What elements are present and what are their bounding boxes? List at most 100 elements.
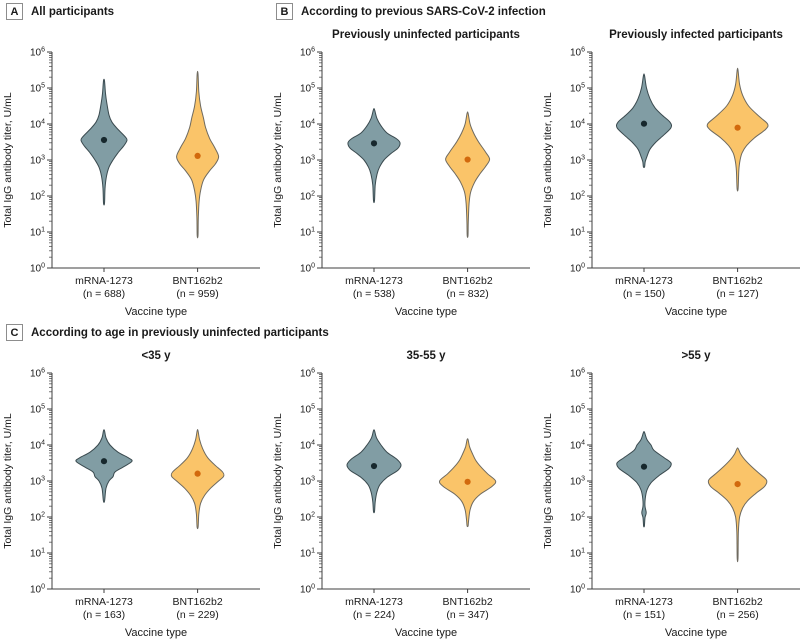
y-tick-label: 104 [300,440,315,452]
median-dot-bnt162b2 [194,470,201,477]
y-tick-label: 102 [30,191,45,203]
y-tick-label: 106 [570,47,585,59]
panel-letter-a: A [6,3,23,20]
panel-b-header: B According to previous SARS-CoV-2 infec… [276,3,546,20]
y-tick-label: 103 [300,155,315,167]
x-category-label: mRNA-1273 [75,275,133,287]
y-tick-label: 102 [300,191,315,203]
y-tick-label: 104 [30,119,45,131]
y-tick-label: 105 [570,83,585,95]
y-tick-label: 101 [570,548,585,560]
y-tick-label: 105 [300,83,315,95]
panel-a: A All participants 100 101 102 103 104 105 106… [0,0,270,320]
panel-c-over55: >55 y 100 101 102 103 104 105 106 Total IgG anti… [540,321,810,641]
x-axis-title: Vaccine type [395,627,457,639]
x-category-n-label: (n = 163) [83,609,125,621]
panel-c-35to55: 35-55 y 100 101 102 103 104 105 106 Total IgG an… [270,321,540,641]
y-tick-label: 101 [300,227,315,239]
median-dot-mrna-1273 [100,136,108,144]
x-category-n-label: (n = 256) [716,609,758,621]
x-category-n-label: (n = 347) [446,609,488,621]
y-tick-label: 102 [300,512,315,524]
panel-b-infected-plot: Previously infected participants 100 101 10… [542,29,800,318]
panel-c-title: According to age in previously uninfecte… [31,326,329,339]
x-category-label: BNT162b2 [172,275,222,287]
median-dot-bnt162b2 [734,124,741,131]
median-dot-mrna-1273 [370,462,378,470]
y-tick-label: 105 [30,83,45,95]
y-tick-label: 106 [300,368,315,380]
violin-mrna-1273 [75,429,133,503]
y-tick-label: 105 [570,404,585,416]
x-category-label: mRNA-1273 [345,275,403,287]
y-tick-label: 103 [300,476,315,488]
y-axis-title: Total IgG antibody titer, U/mL [272,413,284,549]
median-dot-bnt162b2 [464,478,471,485]
x-axis-title: Vaccine type [665,627,727,639]
x-axis-title: Vaccine type [665,306,727,318]
x-axis-title: Vaccine type [125,306,187,318]
y-tick-label: 104 [30,440,45,452]
violin-mrna-1273 [616,431,672,528]
y-tick-label: 101 [300,548,315,560]
panel-b-uninfected-plot: Previously uninfected participants 100 101… [272,29,530,318]
x-axis-title: Vaccine type [125,627,187,639]
y-tick-label: 101 [30,227,45,239]
plot-subtitle: Previously infected participants [609,29,783,41]
y-tick-label: 103 [570,155,585,167]
median-dot-bnt162b2 [194,152,201,159]
x-category-label: mRNA-1273 [75,596,133,608]
plot-subtitle: 35-55 y [406,350,446,362]
y-tick-label: 106 [300,47,315,59]
y-tick-label: 100 [30,584,45,596]
y-tick-label: 100 [570,263,585,275]
x-category-n-label: (n = 224) [353,609,395,621]
x-category-label: mRNA-1273 [345,596,403,608]
panel-a-title: All participants [31,5,115,18]
y-tick-label: 105 [30,404,45,416]
panel-b-uninfected: B According to previous SARS-CoV-2 infec… [270,0,546,320]
plot-subtitle: <35 y [141,350,171,362]
x-category-n-label: (n = 229) [176,609,218,621]
y-tick-label: 103 [570,476,585,488]
panel-a-header: A All participants [6,3,114,20]
panel-b-title: According to previous SARS-CoV-2 infecti… [301,5,546,18]
violin-mrna-1273 [346,429,402,514]
x-category-n-label: (n = 150) [623,288,665,300]
violin-bnt162b2 [707,447,768,563]
violin-bnt162b2 [170,428,225,530]
y-tick-label: 102 [570,512,585,524]
median-dot-mrna-1273 [640,463,648,470]
panel-letter-c: C [6,324,23,341]
median-dot-mrna-1273 [100,458,108,465]
panel-c-header: C According to age in previously uninfec… [6,324,329,341]
x-category-n-label: (n = 127) [716,288,758,300]
panel-letter-b: B [276,3,293,20]
y-tick-label: 106 [570,368,585,380]
y-tick-label: 100 [30,263,45,275]
y-tick-label: 100 [570,584,585,596]
x-category-n-label: (n = 959) [176,288,218,300]
panel-a-plot: 100 101 102 103 104 105 106 Total IgG antibody … [2,47,260,318]
panel-c-over55-plot: >55 y 100 101 102 103 104 105 106 Total IgG anti… [542,350,800,639]
median-dot-mrna-1273 [370,140,378,147]
violin-mrna-1273 [347,107,401,204]
y-tick-label: 103 [30,476,45,488]
y-axis-title: Total IgG antibody titer, U/mL [2,413,14,549]
y-tick-label: 102 [30,512,45,524]
panel-c-35to55-plot: 35-55 y 100 101 102 103 104 105 106 Total IgG an… [272,350,530,639]
y-tick-label: 105 [300,404,315,416]
x-category-label: mRNA-1273 [615,275,673,287]
x-category-label: BNT162b2 [712,275,762,287]
y-axis-title: Total IgG antibody titer, U/mL [542,92,554,228]
x-category-n-label: (n = 538) [353,288,395,300]
x-category-label: BNT162b2 [442,596,492,608]
violin-bnt162b2 [445,111,491,238]
x-category-label: BNT162b2 [442,275,492,287]
y-tick-label: 100 [300,263,315,275]
y-tick-label: 104 [300,119,315,131]
y-tick-label: 101 [30,548,45,560]
y-axis-title: Total IgG antibody titer, U/mL [272,92,284,228]
median-dot-mrna-1273 [640,120,648,127]
